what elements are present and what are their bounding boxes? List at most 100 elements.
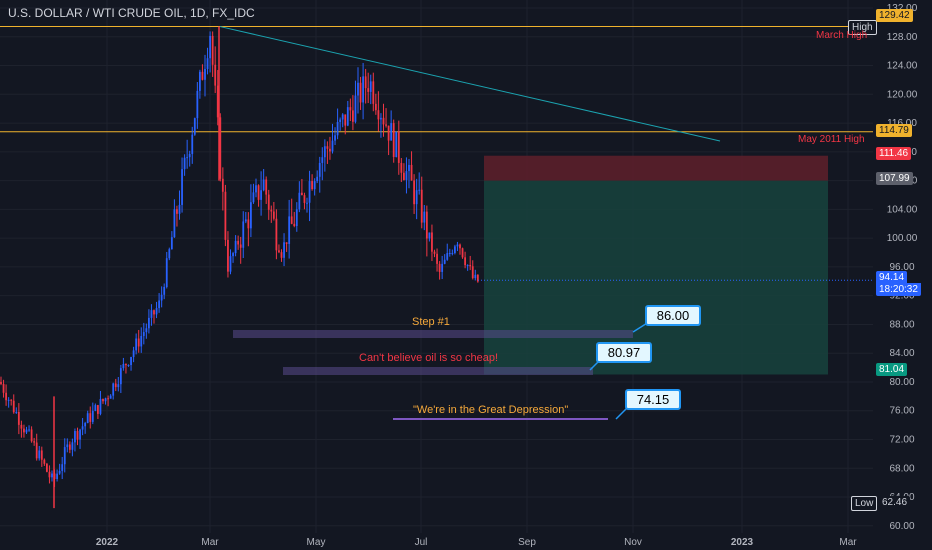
candle-body [35,442,38,459]
candle-body [433,251,436,254]
candle-body [326,146,329,149]
candle-body [295,209,298,227]
y-tick-label: 80.00 [889,377,914,388]
step1-label[interactable]: Step #1 [412,316,450,328]
candle-body [331,140,334,152]
candle-body [392,123,395,158]
candle-body [471,266,474,279]
x-tick-label: Jul [415,537,428,548]
candle-body [142,332,145,336]
candle-body [183,157,186,170]
candle-body [474,274,477,279]
candle-body [239,244,242,248]
candle-body [0,381,2,385]
candle-body [280,252,283,258]
candle-body [425,211,428,239]
candle-body [285,242,288,244]
depression-label[interactable]: "We're in the Great Depression" [413,404,569,416]
candle-body [196,90,199,119]
candle-body [168,249,171,259]
x-tick-label: Mar [839,537,857,548]
candle-body [323,146,326,158]
candle-body [17,411,20,425]
candle-body [446,253,449,260]
current-price-tag: 94.14 [876,271,908,284]
x-tick-label: 2023 [731,537,754,548]
price-callout-74[interactable]: 74.15 [625,389,681,410]
candle-body [311,181,313,190]
candle-body [339,119,342,122]
y-tick-label: 100.00 [887,233,918,244]
y-tick-label: 120.00 [887,89,918,100]
candle-body [418,189,421,191]
candle-body [255,185,257,193]
x-tick-label: Sep [518,537,536,548]
candle-body [459,244,461,249]
level-81-tag: 81.04 [876,363,908,376]
candle-body [209,35,211,59]
candle-body [400,162,403,173]
candle-body [354,95,357,122]
candle-body [298,192,301,210]
candle-body [30,429,33,442]
y-tick-label: 92.00 [889,291,914,302]
candle-body [431,232,433,252]
candle-body [204,68,206,80]
candle-body [275,218,278,251]
candle-body [346,107,349,126]
candle-body [145,328,148,333]
candle-body [260,190,262,200]
candle-body [97,405,99,414]
candle-body [188,153,191,158]
candle-body [122,363,125,369]
take-profit-zone [484,180,828,375]
march-high-label: March High [816,30,868,41]
price-callout-86[interactable]: 86.00 [645,305,701,326]
y-tick-label: 104.00 [887,204,918,215]
candle-body [464,257,466,266]
candle-body [454,246,456,253]
candle-body [109,395,112,399]
candle-body [408,164,410,172]
trendline [219,26,721,142]
candle-body [451,252,454,254]
candle-body [99,398,102,414]
candle-body [252,192,255,203]
y-tick-label: 76.00 [889,406,914,417]
candle-body [68,444,71,450]
candle-body [466,265,469,267]
candle-body [173,209,176,238]
candle-body [374,103,377,111]
candle-body [244,219,247,222]
candle-body [112,383,115,396]
candle-body [390,123,393,141]
candle-body [214,64,217,86]
candle-body [211,35,214,65]
candle-body [410,164,413,181]
price-callout-80[interactable]: 80.97 [596,342,652,363]
candle-body [303,195,306,203]
y-tick-label: 88.00 [889,319,914,330]
candle-body [262,179,265,191]
candle-body [43,459,46,464]
high-price-tag: 129.42 [876,9,913,22]
candle-body [288,216,291,244]
candle-body [15,411,18,413]
candle-body [107,398,109,400]
candle-body [12,400,15,413]
candle-body [117,384,120,388]
candle-body [272,211,275,219]
cheap-label[interactable]: Can't believe oil is so cheap! [359,352,499,364]
candle-body [23,428,25,433]
candle-body [428,232,431,239]
candle-body [349,107,352,111]
x-tick-label: Nov [624,537,642,548]
candle-body [436,253,438,264]
candle-body [415,190,418,205]
candle-body [290,216,293,224]
candle-body [140,335,143,347]
candle-body [283,242,285,258]
y-tick-label: 116.00 [887,118,917,129]
candle-body [395,131,398,158]
